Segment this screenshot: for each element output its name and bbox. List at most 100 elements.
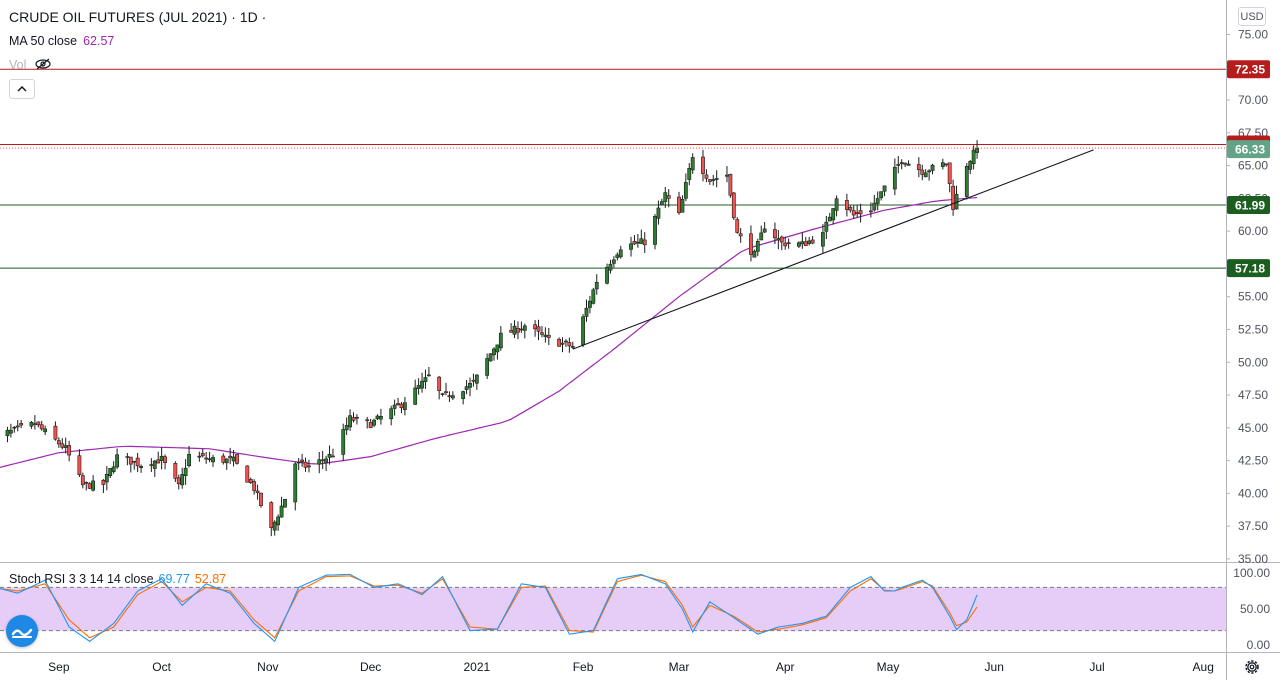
candle[interactable]: [858, 203, 863, 223]
candle[interactable]: [307, 459, 311, 473]
candle[interactable]: [618, 245, 623, 259]
candle[interactable]: [964, 162, 969, 200]
candle[interactable]: [283, 498, 287, 508]
candle[interactable]: [276, 514, 281, 531]
candle[interactable]: [36, 421, 41, 428]
candle[interactable]: [485, 353, 490, 379]
candle[interactable]: [111, 461, 116, 474]
candle[interactable]: [711, 174, 716, 186]
candle[interactable]: [605, 263, 609, 285]
candle[interactable]: [687, 163, 692, 186]
candle[interactable]: [947, 162, 952, 193]
candle[interactable]: [824, 215, 829, 240]
candle[interactable]: [612, 256, 616, 268]
candle[interactable]: [355, 414, 359, 425]
candle[interactable]: [279, 496, 284, 518]
collapse-legend-button[interactable]: [9, 79, 35, 99]
candle[interactable]: [584, 299, 589, 322]
candle[interactable]: [115, 448, 119, 470]
candle[interactable]: [690, 153, 695, 174]
candle[interactable]: [317, 451, 322, 474]
candle[interactable]: [683, 173, 688, 202]
candle[interactable]: [440, 392, 445, 397]
candle[interactable]: [15, 420, 20, 432]
candle[interactable]: [183, 459, 188, 485]
ma50-line[interactable]: [0, 196, 978, 470]
candle[interactable]: [56, 437, 61, 448]
candle[interactable]: [659, 198, 664, 206]
candle[interactable]: [704, 169, 709, 183]
candle[interactable]: [104, 466, 109, 491]
chart-title[interactable]: CRUDE OIL FUTURES (JUL 2021) · 1D ·: [9, 9, 267, 25]
candle[interactable]: [560, 337, 565, 353]
candle[interactable]: [779, 235, 784, 251]
candle[interactable]: [128, 456, 133, 473]
candle[interactable]: [666, 189, 671, 208]
support-price-tag[interactable]: [1227, 259, 1270, 278]
candle[interactable]: [365, 416, 370, 429]
candle[interactable]: [927, 169, 932, 181]
candle[interactable]: [468, 377, 472, 397]
tradingview-logo-icon[interactable]: [6, 615, 38, 647]
candle[interactable]: [629, 236, 633, 257]
candle[interactable]: [903, 162, 908, 168]
candle[interactable]: [868, 202, 873, 218]
candle[interactable]: [293, 461, 298, 511]
candle[interactable]: [879, 191, 884, 201]
candle[interactable]: [749, 225, 753, 262]
support-price-tag[interactable]: [1227, 196, 1270, 215]
candle[interactable]: [461, 390, 466, 405]
candle[interactable]: [351, 412, 356, 423]
candle[interactable]: [300, 453, 305, 467]
ma-legend[interactable]: MA 50 close 62.57: [9, 34, 114, 48]
candle[interactable]: [80, 472, 85, 489]
candle[interactable]: [392, 399, 397, 416]
candle[interactable]: [423, 369, 428, 389]
candle[interactable]: [810, 235, 815, 245]
stoch-d-line[interactable]: [0, 574, 978, 639]
candle[interactable]: [731, 191, 736, 221]
stoch-k-line[interactable]: [0, 573, 978, 643]
candle[interactable]: [437, 375, 442, 400]
candle[interactable]: [714, 170, 719, 188]
candle[interactable]: [773, 222, 777, 245]
resistance-price-tag[interactable]: [1227, 60, 1270, 79]
gear-icon[interactable]: [1242, 657, 1262, 677]
candle[interactable]: [53, 421, 58, 441]
candle[interactable]: [821, 224, 825, 253]
candle[interactable]: [522, 323, 527, 339]
candle[interactable]: [67, 440, 72, 462]
candle[interactable]: [91, 475, 96, 492]
candle[interactable]: [759, 225, 764, 241]
candle[interactable]: [848, 205, 853, 213]
candle[interactable]: [474, 374, 479, 390]
candle[interactable]: [728, 173, 733, 198]
candle[interactable]: [844, 193, 849, 217]
candle[interactable]: [906, 160, 911, 166]
candle[interactable]: [488, 353, 493, 362]
candle[interactable]: [426, 367, 431, 377]
candle[interactable]: [296, 457, 301, 470]
candle[interactable]: [84, 481, 89, 491]
candle[interactable]: [348, 409, 352, 431]
candle[interactable]: [570, 341, 575, 349]
candle[interactable]: [738, 227, 743, 243]
candle[interactable]: [752, 249, 757, 258]
candle[interactable]: [581, 314, 585, 347]
candle[interactable]: [608, 259, 613, 274]
candle[interactable]: [324, 455, 328, 471]
candle[interactable]: [498, 326, 503, 351]
candle[interactable]: [248, 477, 253, 484]
candle[interactable]: [12, 426, 17, 433]
candle[interactable]: [872, 194, 877, 212]
candle[interactable]: [101, 479, 106, 493]
candle[interactable]: [420, 372, 424, 393]
currency-label[interactable]: USD: [1238, 7, 1266, 26]
candle[interactable]: [735, 217, 740, 234]
candle[interactable]: [464, 380, 469, 395]
candle[interactable]: [783, 236, 788, 250]
candle[interactable]: [656, 200, 661, 225]
candle[interactable]: [269, 501, 274, 537]
candle[interactable]: [762, 222, 767, 233]
candle[interactable]: [331, 448, 335, 458]
